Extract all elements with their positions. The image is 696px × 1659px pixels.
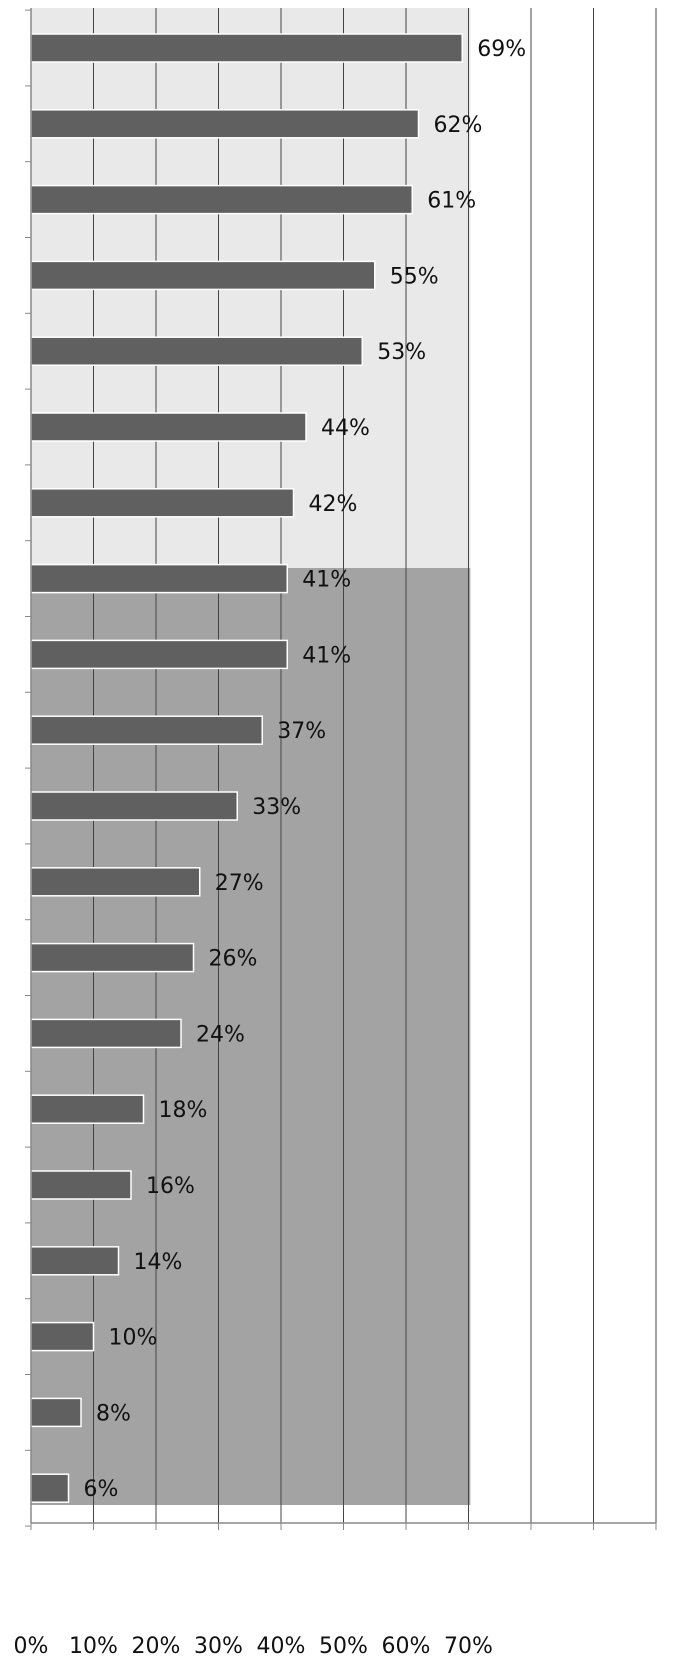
bar-13 (31, 1019, 181, 1047)
x-tick-label-30: 30% (194, 1634, 243, 1659)
data-label-19: 6% (84, 1477, 119, 1502)
bar-12 (31, 944, 194, 972)
data-label-5: 44% (321, 416, 370, 441)
data-label-3: 55% (390, 264, 439, 289)
data-label-0: 69% (477, 37, 526, 62)
bar-16 (31, 1247, 119, 1275)
x-tick-labels: 0% 10% 20% 30% 40% 50% 60% 70% (14, 1634, 493, 1659)
bar-8 (31, 640, 287, 668)
data-label-18: 8% (96, 1401, 131, 1426)
bar-10 (31, 792, 237, 820)
bar-18 (31, 1398, 81, 1426)
data-label-17: 10% (109, 1326, 158, 1351)
data-label-8: 41% (302, 643, 351, 668)
data-label-10: 33% (252, 795, 301, 820)
x-tick-label-10: 10% (69, 1634, 118, 1659)
bar-9 (31, 716, 262, 744)
bar-7 (31, 565, 287, 593)
data-label-4: 53% (377, 340, 426, 365)
bar-0 (31, 34, 462, 62)
data-label-7: 41% (302, 568, 351, 593)
bar-15 (31, 1171, 131, 1199)
data-label-1: 62% (434, 113, 483, 138)
data-label-2: 61% (427, 189, 476, 214)
data-label-6: 42% (309, 492, 358, 517)
bar-5 (31, 413, 306, 441)
bar-17 (31, 1323, 94, 1351)
data-label-15: 16% (146, 1174, 195, 1199)
bar-3 (31, 261, 375, 289)
bar-4 (31, 337, 362, 365)
bar-1 (31, 110, 419, 138)
x-tick-label-60: 60% (382, 1634, 431, 1659)
plot-background (31, 8, 470, 1505)
data-label-9: 37% (277, 719, 326, 744)
x-tick-label-50: 50% (319, 1634, 368, 1659)
bar-2 (31, 186, 412, 214)
data-label-13: 24% (196, 1022, 245, 1047)
data-label-11: 27% (215, 871, 264, 896)
bar-19 (31, 1474, 69, 1502)
bar-6 (31, 489, 294, 517)
bar-14 (31, 1095, 144, 1123)
x-tick-label-0: 0% (14, 1634, 49, 1659)
data-label-12: 26% (209, 947, 258, 972)
data-label-16: 14% (134, 1250, 183, 1275)
x-tick-label-70: 70% (444, 1634, 493, 1659)
x-tick-label-20: 20% (132, 1634, 181, 1659)
bar-11 (31, 868, 200, 896)
data-label-14: 18% (159, 1098, 208, 1123)
x-tick-label-40: 40% (257, 1634, 306, 1659)
